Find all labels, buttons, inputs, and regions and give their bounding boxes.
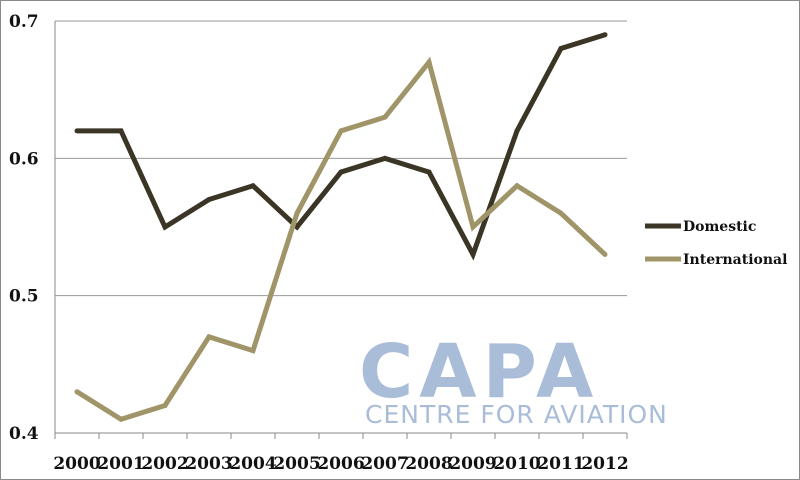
- data-point-international: [470, 224, 476, 230]
- data-point-domestic: [206, 197, 212, 203]
- data-point-domestic: [162, 224, 168, 230]
- data-point-international: [294, 210, 300, 216]
- data-point-domestic: [602, 32, 608, 38]
- data-point-domestic: [470, 251, 476, 257]
- data-point-international: [382, 114, 388, 120]
- data-point-international: [206, 334, 212, 340]
- data-point-domestic: [118, 128, 124, 134]
- series-lines: [74, 32, 608, 422]
- x-tick-label: 2010: [493, 454, 540, 474]
- data-point-domestic: [382, 155, 388, 161]
- x-tick-label: 2001: [97, 454, 144, 474]
- data-point-international: [74, 389, 80, 395]
- data-point-domestic: [250, 183, 256, 189]
- legend: Domestic International: [645, 219, 787, 268]
- watermark-logo-text: CAPA: [359, 329, 599, 415]
- data-point-domestic: [426, 169, 432, 175]
- y-tick-label: 0.6: [9, 149, 39, 169]
- data-point-domestic: [338, 169, 344, 175]
- data-point-domestic: [74, 128, 80, 134]
- x-tick-label: 2012: [581, 454, 628, 474]
- watermark-subtitle: CENTRE FOR AVIATION: [365, 400, 668, 429]
- x-tick-label: 2005: [273, 454, 320, 474]
- data-point-international: [162, 403, 168, 409]
- x-tick-label: 2009: [449, 454, 496, 474]
- y-tick-label: 0.7: [9, 12, 39, 32]
- x-tick-label: 2003: [185, 454, 232, 474]
- data-point-international: [558, 210, 564, 216]
- data-point-international: [602, 251, 608, 257]
- data-point-international: [250, 348, 256, 354]
- x-tick-label: 2004: [229, 454, 276, 474]
- data-point-international: [426, 59, 432, 65]
- x-tick-label: 2007: [361, 454, 408, 474]
- data-point-domestic: [558, 45, 564, 51]
- x-tick-label: 2002: [141, 454, 188, 474]
- x-tick-label: 2000: [53, 454, 100, 474]
- capa-watermark: CAPA CENTRE FOR AVIATION: [359, 329, 668, 429]
- x-tick-label: 2011: [537, 454, 584, 474]
- data-point-domestic: [514, 128, 520, 134]
- x-tick-label: 2006: [317, 454, 364, 474]
- legend-label-international: International: [683, 252, 787, 268]
- data-point-international: [514, 183, 520, 189]
- x-tick-label: 2008: [405, 454, 452, 474]
- axes: 0.4 0.5 0.6 0.7 2000200120022003200420052006…: [9, 12, 629, 474]
- data-point-domestic: [294, 224, 300, 230]
- y-tick-label: 0.4: [9, 424, 39, 444]
- y-tick-label: 0.5: [9, 287, 39, 307]
- data-point-international: [118, 416, 124, 422]
- data-point-international: [338, 128, 344, 134]
- legend-label-domestic: Domestic: [683, 219, 756, 235]
- series-line-domestic: [77, 32, 606, 261]
